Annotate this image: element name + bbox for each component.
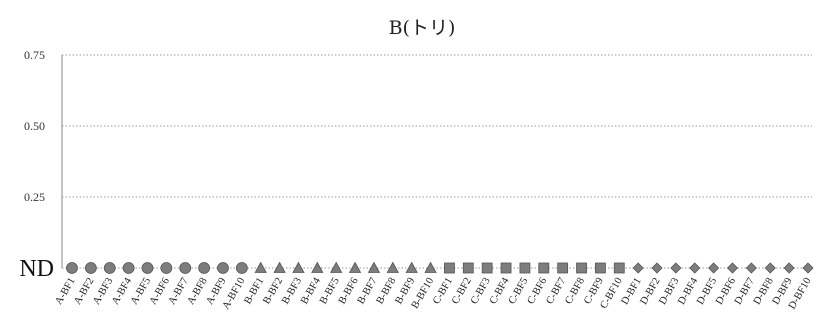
- point-C-BF8: [576, 262, 587, 274]
- y-tick-label-3: 0.75: [24, 48, 45, 62]
- y-tick-label-2: 0.50: [24, 119, 45, 133]
- point-C-BF4: [500, 262, 512, 274]
- point-B-BF5: [330, 261, 343, 273]
- point-B-BF8: [386, 261, 399, 273]
- point-A-BF8: [198, 262, 211, 274]
- x-tick-labels: A-BF1A-BF2A-BF3A-BF4A-BF5A-BF6A-BF7A-BF8…: [53, 275, 813, 311]
- point-C-BF3: [481, 262, 493, 274]
- point-C-BF5: [519, 262, 531, 274]
- point-D-BF7: [745, 262, 757, 274]
- point-D-BF4: [689, 262, 701, 274]
- point-B-BF1: [254, 261, 267, 273]
- point-A-BF9: [217, 262, 229, 274]
- point-B-BF4: [311, 261, 324, 273]
- point-C-BF7: [557, 262, 569, 274]
- point-A-BF2: [84, 262, 97, 274]
- point-B-BF3: [292, 261, 305, 273]
- point-D-BF3: [670, 262, 682, 274]
- point-A-BF3: [103, 262, 116, 274]
- point-A-BF4: [122, 262, 135, 274]
- y-tick-labels: ND 0.25 0.50 0.75: [19, 48, 54, 282]
- point-C-BF9: [595, 262, 606, 274]
- point-D-BF8: [764, 262, 776, 274]
- point-A-BF7: [179, 262, 192, 274]
- y-tick-label-1: 0.25: [24, 190, 45, 204]
- point-A-BF1: [66, 262, 78, 274]
- point-B-BF2: [273, 261, 286, 273]
- point-A-BF10: [235, 262, 248, 274]
- point-D-BF1: [632, 262, 644, 274]
- point-D-BF6: [726, 262, 739, 274]
- point-C-BF1: [444, 262, 455, 274]
- gridlines: [62, 54, 812, 269]
- point-B-BF6: [348, 261, 362, 273]
- point-C-BF6: [538, 262, 550, 274]
- point-C-BF10: [613, 262, 625, 274]
- point-D-BF5: [708, 262, 720, 274]
- point-B-BF7: [367, 261, 381, 273]
- point-B-BF9: [405, 261, 418, 273]
- point-D-BF2: [651, 262, 663, 274]
- point-D-BF10: [802, 262, 814, 274]
- data-points: [66, 261, 814, 274]
- y-tick-label-0: ND: [19, 256, 54, 282]
- point-C-BF2: [462, 262, 474, 274]
- point-B-BF10: [424, 261, 437, 273]
- chart-title: B(トリ): [389, 17, 456, 39]
- point-A-BF5: [141, 262, 154, 274]
- point-D-BF9: [783, 262, 795, 274]
- point-A-BF6: [160, 262, 173, 274]
